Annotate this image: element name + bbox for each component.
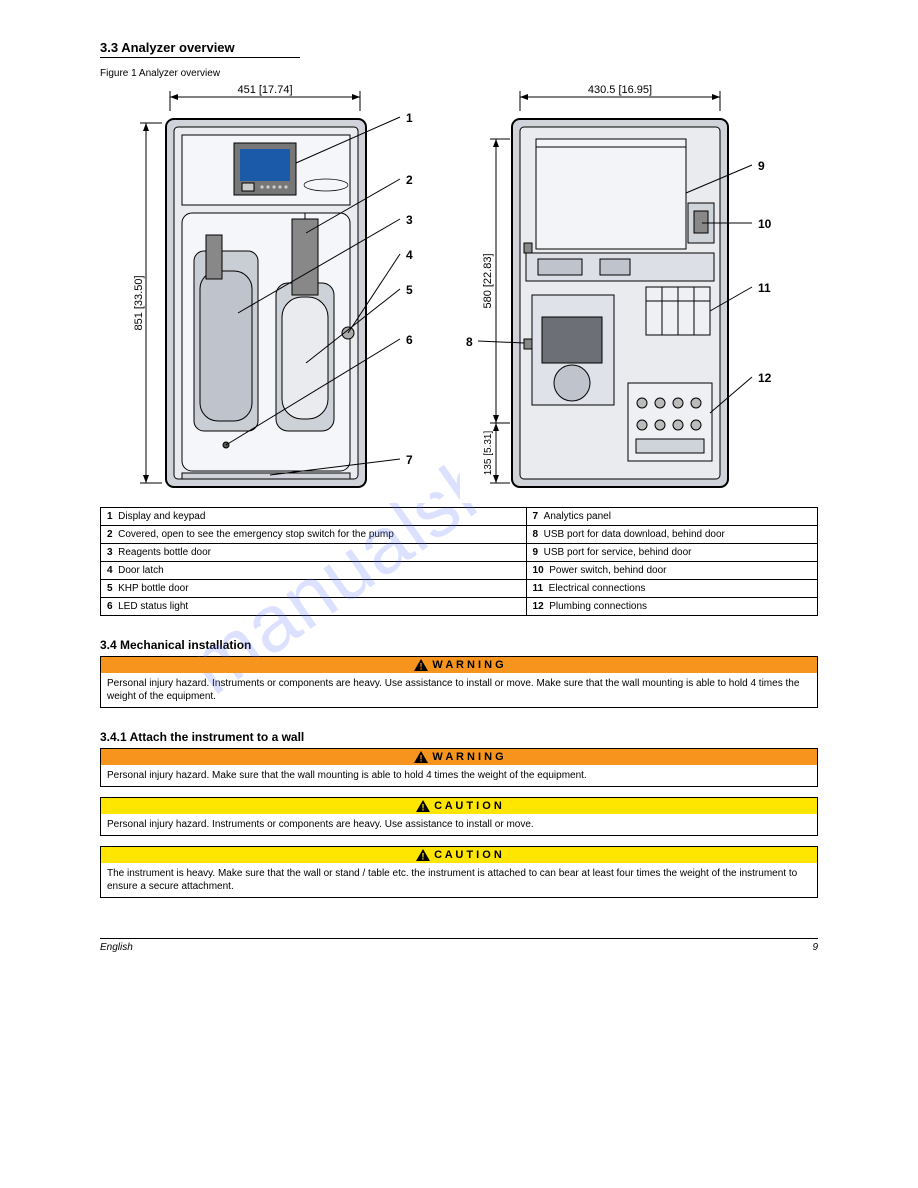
svg-text:!: ! [422,852,425,862]
table-cell: 7 Analytics panel [526,508,817,526]
caution-icon: ! [416,800,430,812]
callout-6: 6 [406,333,413,347]
right-dim-a: 580 [22.83] [482,253,494,308]
left-dim: 851 [33.50] [133,275,145,330]
page-footer: English 9 [100,938,818,953]
caution-bar-2: !C A U T I O N [101,847,817,863]
table-row: 6 LED status light12 Plumbing connection… [101,598,818,616]
mount-caution2-box: !C A U T I O N The instrument is heavy. … [100,846,818,898]
top-dim-right: 430.5 [16.95] [588,84,652,96]
callout-4: 4 [406,248,413,262]
table-cell: 10 Power switch, behind door [526,562,817,580]
caution-bar-1: !C A U T I O N [101,798,817,814]
install-warning-box: !W A R N I N G Personal injury hazard. I… [100,656,818,708]
mount-heading: 3.4.1 Attach the instrument to a wall [100,730,818,744]
figure-left: 1 2 3 4 5 6 7 451 [17.74] 851 [33.50] [130,83,430,503]
warning-bar: !W A R N I N G [101,657,817,673]
callout-7: 7 [406,453,413,467]
table-cell: 3 Reagents bottle door [101,544,527,562]
footer-right: 9 [812,942,818,953]
table-cell: 8 USB port for data download, behind doo… [526,526,817,544]
figure-right: 8 9 10 11 12 430.5 [16.95] 580 [22.83] 1… [460,83,790,503]
table-row: 5 KHP bottle door11 Electrical connectio… [101,580,818,598]
mount-caution1-body: Personal injury hazard. Instruments or c… [101,814,817,835]
mount-section: 3.4.1 Attach the instrument to a wall !W… [100,730,818,898]
warning-icon: ! [414,751,428,763]
install-warning-body: Personal injury hazard. Instruments or c… [101,673,817,707]
mount-warning-box: !W A R N I N G Personal injury hazard. M… [100,748,818,787]
table-row: 1 Display and keypad7 Analytics panel [101,508,818,526]
figures-row: 1 2 3 4 5 6 7 451 [17.74] 851 [33.50] [130,83,818,503]
parts-table: 1 Display and keypad7 Analytics panel2 C… [100,507,818,616]
table-cell: 12 Plumbing connections [526,598,817,616]
callout-10: 10 [758,217,771,231]
install-heading: 3.4 Mechanical installation [100,638,818,652]
table-row: 4 Door latch10 Power switch, behind door [101,562,818,580]
right-dim-b: 135 [5.31] [483,431,494,476]
table-row: 2 Covered, open to see the emergency sto… [101,526,818,544]
figure-caption: Figure 1 Analyzer overview [100,68,818,79]
callout-5: 5 [406,283,413,297]
callout-11: 11 [758,281,771,295]
warning-bar-2: !W A R N I N G [101,749,817,765]
mount-caution2-body: The instrument is heavy. Make sure that … [101,863,817,897]
table-cell: 6 LED status light [101,598,527,616]
callout-9: 9 [758,159,765,173]
footer-left: English [100,942,133,953]
callout-12: 12 [758,371,771,385]
callout-8: 8 [466,335,473,349]
table-cell: 9 USB port for service, behind door [526,544,817,562]
callout-1: 1 [406,111,413,125]
table-row: 3 Reagents bottle door9 USB port for ser… [101,544,818,562]
section-title: 3.3 Analyzer overview [100,40,300,58]
table-cell: 1 Display and keypad [101,508,527,526]
table-cell: 5 KHP bottle door [101,580,527,598]
mount-caution1-box: !C A U T I O N Personal injury hazard. I… [100,797,818,836]
top-dim-left: 451 [17.74] [237,84,292,96]
front-view-drawing: 451 [17.74] 851 [33.50] [130,83,430,503]
svg-text:!: ! [422,803,425,813]
callout-2: 2 [406,173,413,187]
svg-text:!: ! [420,662,423,672]
caution-icon: ! [416,849,430,861]
table-cell: 2 Covered, open to see the emergency sto… [101,526,527,544]
install-section: 3.4 Mechanical installation !W A R N I N… [100,638,818,708]
mount-warning-body: Personal injury hazard. Make sure that t… [101,765,817,786]
interior-view-drawing: 430.5 [16.95] 580 [22.83] 135 [5.31] [460,83,790,503]
table-cell: 11 Electrical connections [526,580,817,598]
callout-3: 3 [406,213,413,227]
warning-icon: ! [414,659,428,671]
svg-text:!: ! [420,754,423,764]
table-cell: 4 Door latch [101,562,527,580]
